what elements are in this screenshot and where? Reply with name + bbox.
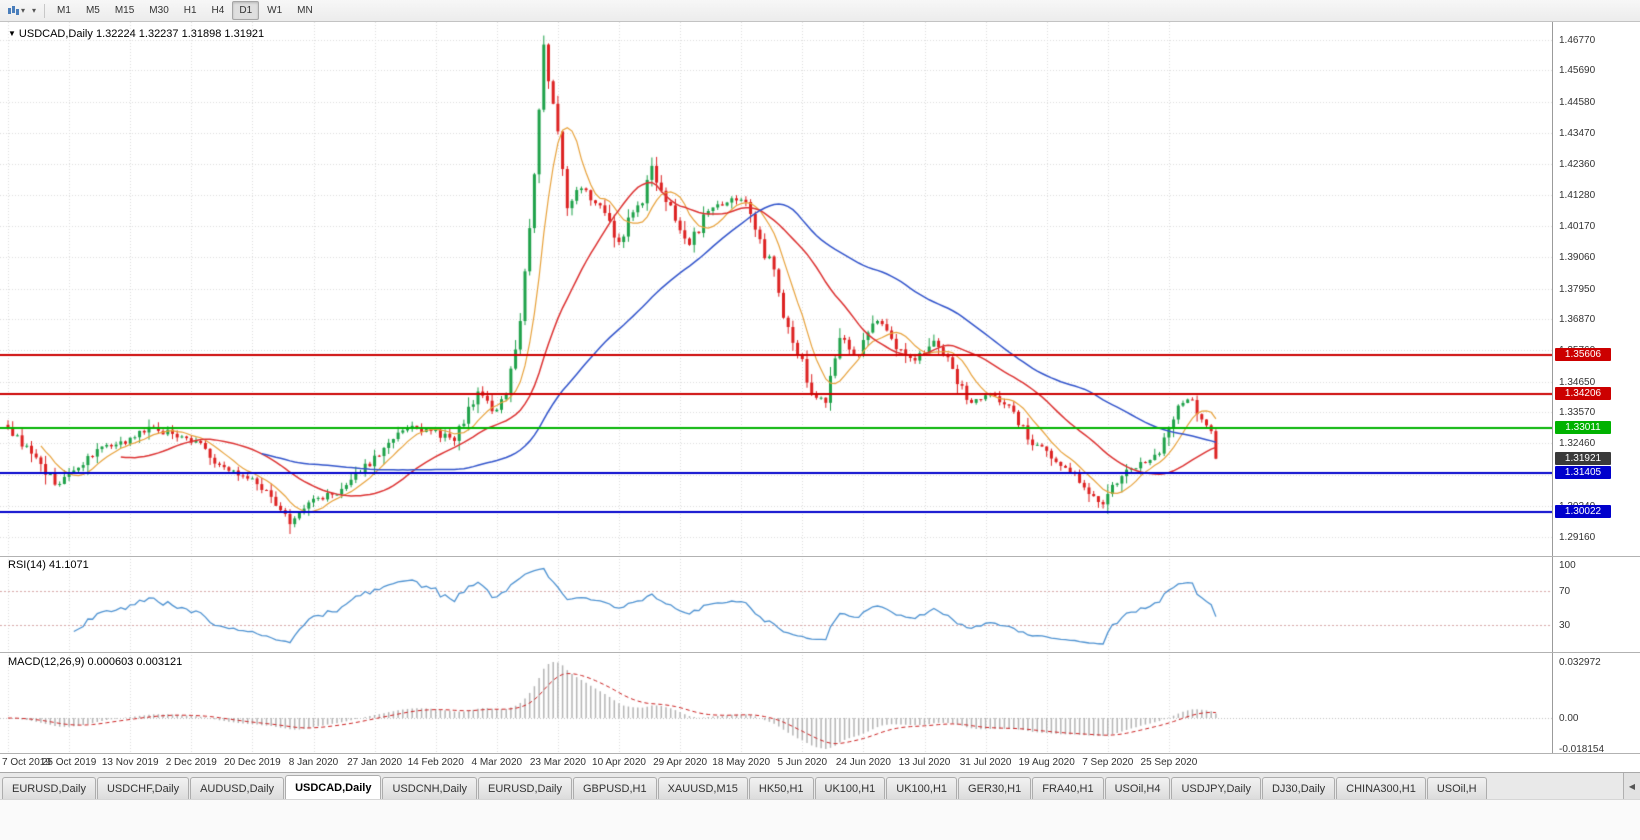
chart-ohlc-values: 1.32224 1.32237 1.31898 1.31921 <box>95 28 265 40</box>
price-tick: 1.44580 <box>1559 96 1596 108</box>
price-tick: 1.33570 <box>1559 407 1596 419</box>
timeframe-button-d1[interactable]: D1 <box>232 1 260 20</box>
price-tick: 100 <box>1559 560 1576 571</box>
chart-tab-bar: EURUSD,Daily USDCHF,Daily AUDUSD,Daily USDC… <box>0 772 1640 799</box>
price-tick: 1.34650 <box>1559 376 1596 388</box>
chart-tab-audusd-daily[interactable]: AUDUSD,Daily <box>190 777 285 799</box>
price-tick: -0.018154 <box>1559 744 1605 755</box>
chart-tab-usoil-h4[interactable]: USOil,H4 <box>1104 777 1171 799</box>
rsi-indicator-label: RSI(14) 41.1071 <box>8 559 89 571</box>
symbol-caret-icon: ▾ <box>21 5 26 15</box>
price-line-badge: 1.31405 <box>1555 466 1611 480</box>
pane-splitter-macd[interactable] <box>0 652 1640 653</box>
chart-tab-gbpusd-h1[interactable]: GBPUSD,H1 <box>573 777 657 799</box>
top-toolbar: ▾ ▾ M1 M5 M15 M30 H1 H4 D1 W1 MN <box>0 0 1640 22</box>
date-label: 25 Oct 2019 <box>41 757 97 768</box>
timeframe-button-h4[interactable]: H4 <box>211 5 225 16</box>
chart-type-selector[interactable]: ▾ <box>29 2 39 20</box>
date-label: 4 Mar 2020 <box>471 757 523 768</box>
chart-dropdown-icon[interactable]: ▼ <box>8 29 16 38</box>
chart-tab-fra40-h1[interactable]: FRA40,H1 <box>1032 777 1104 799</box>
price-line-badge: 1.34206 <box>1555 387 1611 401</box>
timeframe-group: M1 M5 M15 M30 H1 H4 D1 W1 MN <box>50 1 320 20</box>
pane-splitter-bottom <box>0 753 1640 754</box>
current-price-badge: 1.31921 <box>1555 451 1611 465</box>
timeframe-button-m30[interactable]: M30 <box>149 5 169 16</box>
chart-tab-eurusd-daily[interactable]: EURUSD,Daily <box>478 777 572 799</box>
price-tick: 1.40170 <box>1559 220 1596 232</box>
date-label: 8 Jan 2020 <box>288 757 339 768</box>
price-tick: 70 <box>1559 585 1571 597</box>
price-axis[interactable]: 1.46770 1.45690 1.44580 1.43470 1.42360 1.412… <box>1552 22 1640 755</box>
date-label: 25 Sep 2020 <box>1140 757 1198 768</box>
chart-tab-usdcnh-daily[interactable]: USDCNH,Daily <box>382 777 478 799</box>
timeframe-button-h1[interactable]: H1 <box>183 5 197 16</box>
price-tick: 0.00 <box>1559 713 1579 724</box>
date-label: 27 Jan 2020 <box>347 757 403 768</box>
date-label: 24 Jun 2020 <box>835 757 891 768</box>
timeframe-button-mn[interactable]: MN <box>297 5 313 16</box>
price-tick: 1.36870 <box>1559 314 1596 326</box>
pane-splitter-rsi[interactable] <box>0 556 1640 557</box>
chart-tab-eurusd-daily[interactable]: EURUSD,Daily <box>2 777 96 799</box>
price-tick: 30 <box>1559 619 1571 631</box>
chart-tab-usdcad-daily[interactable]: USDCAD,Daily <box>285 775 382 799</box>
date-label: 13 Nov 2019 <box>101 757 159 768</box>
date-label: 20 Dec 2019 <box>224 757 281 768</box>
chart-tab-hk50-h1[interactable]: HK50,H1 <box>748 777 814 799</box>
chart-tab-china300-h1[interactable]: CHINA300,H1 <box>1336 777 1426 799</box>
price-line-badge: 1.30022 <box>1555 505 1611 519</box>
timeframe-button-w1[interactable]: W1 <box>267 5 283 16</box>
chart-symbol-selector[interactable]: ▾ <box>4 2 28 20</box>
date-label: 7 Sep 2020 <box>1082 757 1134 768</box>
window-bottom-strip <box>0 799 1640 840</box>
chart-tab-xauusd-m15[interactable]: XAUUSD,M15 <box>657 777 748 799</box>
chart-type-caret-icon: ▾ <box>32 5 37 15</box>
timeframe-button-m1[interactable]: M1 <box>57 5 71 16</box>
chart-tab-uk100-h1[interactable]: UK100,H1 <box>814 777 886 799</box>
date-label: 10 Apr 2020 <box>592 757 646 768</box>
price-tick: 1.37950 <box>1559 283 1596 295</box>
date-label: 19 Aug 2020 <box>1018 757 1075 768</box>
price-tick: 0.032972 <box>1559 657 1601 668</box>
chart-symbol-label: USDCAD,Daily <box>18 28 93 40</box>
chart-tab-uk100-h1[interactable]: UK100,H1 <box>886 777 958 799</box>
date-axis[interactable]: 7 Oct 2019 25 Oct 2019 13 Nov 2019 2 Dec 20… <box>0 754 1640 772</box>
toolbar-separator <box>44 3 46 18</box>
date-label: 29 Apr 2020 <box>653 757 708 768</box>
price-tick: 1.32460 <box>1559 438 1596 450</box>
price-tick: 1.29160 <box>1559 531 1596 543</box>
chart-tab-dj30-daily[interactable]: DJ30,Daily <box>1261 777 1336 799</box>
date-label: 2 Dec 2019 <box>165 757 217 768</box>
macd-indicator-label: MACD(12,26,9) 0.000603 0.003121 <box>8 656 183 668</box>
timeframe-button-m5[interactable]: M5 <box>85 5 100 16</box>
price-tick: 1.39060 <box>1559 252 1596 264</box>
date-label: 23 Mar 2020 <box>529 757 586 768</box>
tab-scroll-left-button[interactable]: ◀ <box>1623 773 1640 799</box>
price-tick: 1.46770 <box>1559 34 1596 46</box>
date-label: 18 May 2020 <box>712 757 771 768</box>
candlestick-chart-icon <box>8 5 19 15</box>
chart-surface[interactable] <box>0 22 1552 754</box>
timeframe-button-m15[interactable]: M15 <box>114 5 135 16</box>
price-tick: 1.45690 <box>1559 65 1596 77</box>
price-tick: 1.43470 <box>1559 127 1596 139</box>
price-tick: 1.42360 <box>1559 159 1596 171</box>
price-line-badge: 1.33011 <box>1555 420 1611 434</box>
chart-title: ▼ USDCAD,Daily 1.32224 1.32237 1.31898 1.… <box>8 28 264 40</box>
price-line-badge: 1.35606 <box>1555 347 1611 361</box>
chart-tab-ger30-h1[interactable]: GER30,H1 <box>958 777 1032 799</box>
price-tick: 1.41280 <box>1559 189 1596 201</box>
chart-tab-usoil-h[interactable]: USOil,H <box>1426 777 1487 799</box>
date-label: 5 Jun 2020 <box>777 757 828 768</box>
date-label: 14 Feb 2020 <box>407 757 464 768</box>
date-label: 13 Jul 2020 <box>898 757 951 768</box>
date-label: 31 Jul 2020 <box>959 757 1012 768</box>
date-label: 7 Oct 2019 <box>2 757 51 768</box>
chart-tab-usdchf-daily[interactable]: USDCHF,Daily <box>96 777 190 799</box>
chart-tab-usdjpy-daily[interactable]: USDJPY,Daily <box>1171 777 1261 799</box>
